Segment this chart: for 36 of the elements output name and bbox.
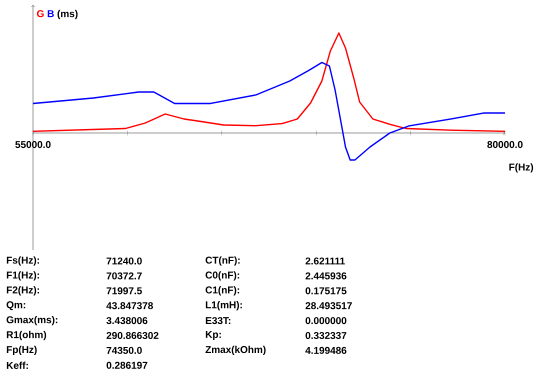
text: 2.621111 [306,257,345,265]
text: Keff: [6,362,28,369]
text: B [48,10,54,18]
text: 28.493517 [306,302,352,310]
x-axis-title: F(Hz) [509,163,534,173]
text: C0(nF): [206,271,240,281]
text: Gmax(ms): [6,316,58,326]
y-axis-title: (ms) [58,10,78,20]
text: F1(Hz): [6,271,39,281]
x-tick-label: 55000.0 [15,141,51,148]
x-tick-label: 80000.0 [487,141,523,148]
text: Zmax(kOhm) [206,346,266,356]
text: 290.866302 [106,332,158,340]
text: F2(Hz): [6,286,39,296]
text: Fs(Hz): [6,256,39,266]
text: 0.000000 [306,317,346,324]
text: R1(ohm) [6,330,46,340]
text: L1(mH): [206,301,242,310]
text: 70372.7 [106,272,142,280]
text: Kp: [206,331,221,340]
text: 0.286197 [106,362,148,369]
text: G [36,10,44,18]
text: E33T: [206,317,230,324]
text: 71997.5 [106,287,142,294]
text: Fp(Hz) [6,346,37,356]
text: 71240.0 [106,257,142,265]
text: 4.199486 [305,346,346,354]
text: 3.438006 [106,317,148,324]
text: 2.445936 [306,272,346,280]
text: 74350.0 [106,346,142,354]
text: Qm: [6,301,26,310]
text: 43.847378 [106,302,153,310]
text: 0.175175 [306,287,346,294]
text: CT(nF): [206,256,240,266]
text: C1(nF): [206,286,240,296]
text: 0.332337 [306,332,346,340]
